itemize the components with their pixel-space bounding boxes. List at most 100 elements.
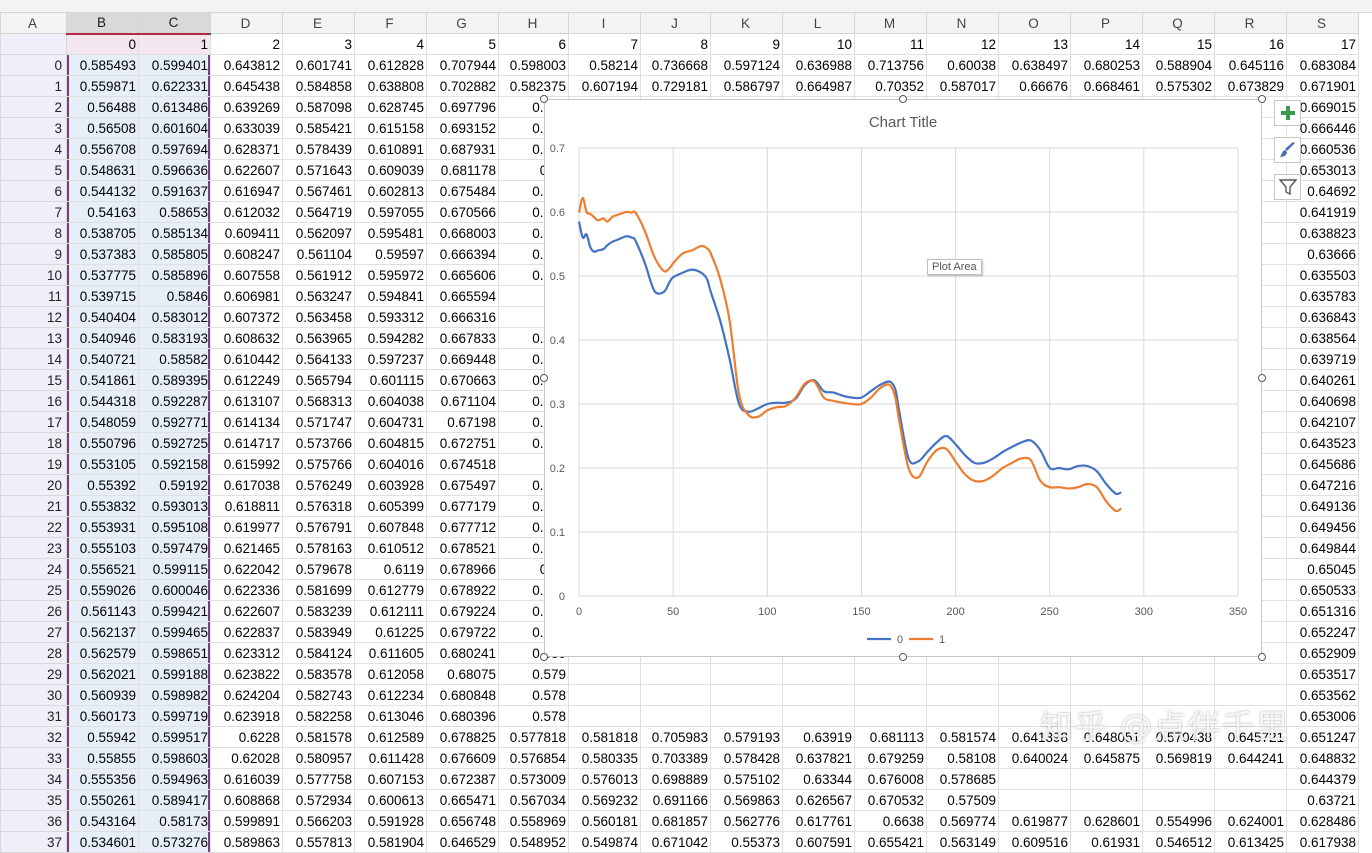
cell[interactable]: 0.612234 [354,684,427,706]
cell[interactable]: 0.703389 [640,747,711,769]
header-cell[interactable]: 14 [1070,33,1143,55]
cell[interactable]: 0.670566 [426,201,499,223]
cell[interactable]: 0.650533 [1286,579,1359,601]
row-value-index[interactable]: 12 [0,306,67,328]
cell[interactable]: 0.666316 [426,306,499,328]
cell[interactable]: 0.597124 [710,54,783,76]
cell[interactable]: 0.612779 [354,579,427,601]
cell[interactable]: 0.698889 [640,768,711,790]
cell[interactable] [998,789,1071,811]
cell[interactable]: 0.578 [498,684,569,706]
cell[interactable]: 0.548952 [498,831,569,853]
cell[interactable]: 0.653013 [1286,159,1359,181]
cell[interactable]: 0.713756 [854,54,927,76]
cell[interactable]: 0.582743 [282,684,355,706]
cell[interactable]: 0.548059 [66,411,139,433]
cell[interactable]: 0.57509 [926,789,999,811]
cell[interactable]: 0.65045 [1286,558,1359,580]
cell[interactable]: 0.593312 [354,306,427,328]
cell[interactable]: 0.571643 [282,159,355,181]
header-cell[interactable]: 0 [66,33,139,55]
row-value-index[interactable]: 32 [0,726,67,748]
cell[interactable]: 0.58582 [138,348,211,370]
cell[interactable] [854,705,927,727]
cell[interactable]: 0.59192 [138,474,211,496]
cell[interactable]: 0.638564 [1286,327,1359,349]
legend-label[interactable]: 0 [897,634,903,646]
cell[interactable]: 0.642107 [1286,411,1359,433]
cell[interactable]: 0.736668 [640,54,711,76]
cell[interactable]: 0.619877 [998,810,1071,832]
row-value-index[interactable]: 37 [0,831,67,853]
cell[interactable]: 0.599188 [138,663,211,685]
column-header-B[interactable]: B [66,12,139,35]
cell[interactable]: 0.617761 [782,810,855,832]
cell[interactable]: 0.653517 [1286,663,1359,685]
cell[interactable]: 0.680253 [1070,54,1143,76]
cell[interactable]: 0.621465 [210,537,283,559]
column-header-E[interactable]: E [282,12,355,34]
cell[interactable]: 0.54163 [66,201,139,223]
cell[interactable]: 0.612058 [354,663,427,685]
cell[interactable]: 0.671901 [1286,75,1359,97]
cell[interactable]: 0.67198 [426,411,499,433]
cell[interactable]: 0.638808 [354,75,427,97]
cell[interactable]: 0.592725 [138,432,211,454]
cell[interactable]: 0.645438 [210,75,283,97]
cell[interactable] [854,663,927,685]
cell[interactable] [568,684,641,706]
cell[interactable]: 0.597479 [138,537,211,559]
cell[interactable]: 0.592771 [138,411,211,433]
cell[interactable]: 0.622607 [210,600,283,622]
cell[interactable]: 0.626567 [782,789,855,811]
cell[interactable] [926,705,999,727]
cell[interactable]: 0.580957 [282,747,355,769]
cell[interactable]: 0.61225 [354,621,427,643]
cell[interactable]: 0.573009 [498,768,569,790]
cell[interactable]: 0.672387 [426,768,499,790]
cell[interactable]: 0.609411 [210,222,283,244]
cell[interactable]: 0.653562 [1286,684,1359,706]
cell[interactable] [782,684,855,706]
cell[interactable]: 0.612589 [354,726,427,748]
cell[interactable]: 0.601604 [138,117,211,139]
cell[interactable]: 0.599421 [138,600,211,622]
cell[interactable]: 0.58653 [138,201,211,223]
cell[interactable]: 0.589417 [138,789,211,811]
cell[interactable] [1070,663,1143,685]
cell[interactable]: 0.641398 [998,726,1071,748]
cell[interactable]: 0.604815 [354,432,427,454]
cell[interactable]: 0.600046 [138,579,211,601]
row-value-index[interactable]: 33 [0,747,67,769]
cell[interactable]: 0.6228 [210,726,283,748]
cell[interactable]: 0.670532 [854,789,927,811]
cell[interactable]: 0.576791 [282,516,355,538]
column-header-N[interactable]: N [926,12,999,34]
cell[interactable]: 0.636843 [1286,306,1359,328]
header-cell[interactable]: 3 [282,33,355,55]
cell[interactable]: 0.640261 [1286,369,1359,391]
cell[interactable]: 0.680848 [426,684,499,706]
cell[interactable] [1214,663,1287,685]
cell[interactable]: 0.609039 [354,159,427,181]
cell[interactable]: 0.616039 [210,768,283,790]
column-header-I[interactable]: I [568,12,641,34]
cell[interactable]: 0.697796 [426,96,499,118]
cell[interactable]: 0.639719 [1286,348,1359,370]
row-value-index[interactable]: 15 [0,369,67,391]
column-header-C[interactable]: C [138,12,211,35]
cell[interactable]: 0.678922 [426,579,499,601]
cell[interactable]: 0.582375 [498,75,569,97]
cell[interactable]: 0.677179 [426,495,499,517]
cell[interactable]: 0.643523 [1286,432,1359,454]
cell[interactable]: 0.562579 [66,642,139,664]
cell[interactable]: 0.671042 [640,831,711,853]
cell[interactable] [926,684,999,706]
cell[interactable]: 0.604038 [354,390,427,412]
cell[interactable]: 0.628745 [354,96,427,118]
line-chart[interactable]: Chart Title 0 0.1 0.2 0.3 0.4 0.5 0.6 0.7 0 50 10… [544,99,1262,657]
cell[interactable]: 0.577818 [498,726,569,748]
cell[interactable]: 0.571747 [282,411,355,433]
column-header-K[interactable]: K [710,12,783,34]
cell[interactable]: 0.568313 [282,390,355,412]
